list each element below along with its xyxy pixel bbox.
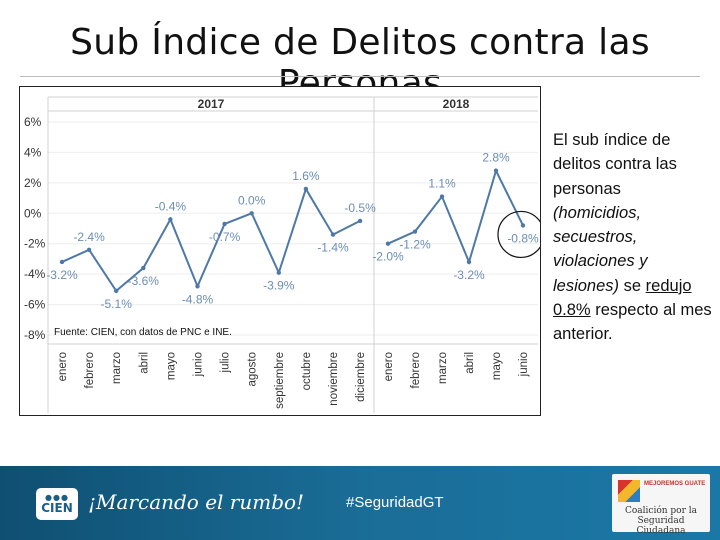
x-tick-label: marzo xyxy=(437,352,449,384)
x-tick-label: enero xyxy=(383,352,395,381)
coalicion-logo: MEJOREMOS GUATE Coalición por la Segurid… xyxy=(612,474,710,536)
data-label: 0.0% xyxy=(238,193,266,207)
x-tick-label: junio xyxy=(518,352,530,377)
footer-bar: ●●● CIEN ¡Marcando el rumbo! #SeguridadG… xyxy=(0,466,720,540)
data-label: 2.8% xyxy=(482,151,510,165)
description-crime-types: (homicidios, secuestros, violaciones y l… xyxy=(553,203,648,295)
data-label: -0.8% xyxy=(507,231,539,245)
y-tick-label: -8% xyxy=(24,328,46,342)
x-tick-label: septiembre xyxy=(274,352,286,409)
x-tick-label: enero xyxy=(57,352,69,381)
data-point xyxy=(357,218,363,224)
data-point xyxy=(466,259,472,265)
x-tick-label: julio xyxy=(220,352,232,373)
description-intro: El sub índice de delitos contra las pers… xyxy=(553,131,677,198)
x-tick-label: mayo xyxy=(491,352,503,380)
footer-hashtag: #SeguridadGT xyxy=(346,494,444,511)
description-connector: se xyxy=(623,276,642,295)
data-point xyxy=(86,247,92,252)
data-point xyxy=(412,229,418,234)
x-tick-label: diciembre xyxy=(355,352,367,402)
data-label: -3.2% xyxy=(46,268,78,282)
slide-title: Sub Índice de Delitos contra las Persona… xyxy=(70,22,650,104)
data-label: 1.1% xyxy=(428,177,456,191)
year-header: 2018 xyxy=(443,97,470,111)
data-point xyxy=(114,288,119,294)
data-label: -0.4% xyxy=(155,199,187,213)
chart-frame: 6% 4% 2% 0% -2% -4% -6% -8% 2017 -3.2% enero -2.4% f… xyxy=(19,86,541,416)
data-label: -0.5% xyxy=(344,201,376,215)
y-tick-label: 0% xyxy=(24,206,42,220)
footer-slogan: ¡Marcando el rumbo! xyxy=(88,490,305,514)
y-tick-label: -4% xyxy=(24,267,46,281)
data-point xyxy=(168,217,173,222)
data-label: -1.2% xyxy=(399,238,431,252)
data-label: -3.2% xyxy=(453,268,485,282)
data-label: -4.8% xyxy=(182,292,214,306)
y-tick-label: 4% xyxy=(24,145,42,159)
data-point xyxy=(493,168,499,173)
description-change: redujo 0.8% xyxy=(553,276,692,320)
logo-dots-icon: ●●● xyxy=(45,493,69,502)
data-point xyxy=(330,232,336,237)
data-label: -5.1% xyxy=(101,297,133,311)
data-point xyxy=(141,265,146,271)
data-point xyxy=(520,223,526,228)
x-tick-label: agosto xyxy=(247,352,259,387)
x-tick-label: febrero xyxy=(410,352,422,388)
data-point xyxy=(276,270,281,275)
description-end: respecto al mes anterior. xyxy=(553,301,712,344)
line-chart: 6% 4% 2% 0% -2% -4% -6% -8% 2017 -3.2% enero -2.4% f… xyxy=(24,96,540,413)
data-label: -1.4% xyxy=(317,241,349,255)
cien-logo-text: CIEN xyxy=(41,501,73,515)
series-line xyxy=(61,186,361,293)
partner-name: Coalición por la Seguridad Ciudadana xyxy=(624,506,697,536)
cien-logo: ●●● CIEN xyxy=(36,488,78,520)
source-note: Fuente: CIEN, con datos de PNC e INE. xyxy=(54,327,232,338)
data-point xyxy=(385,241,391,246)
x-tick-label: abril xyxy=(464,352,476,374)
data-point xyxy=(439,194,445,199)
y-tick-label: 6% xyxy=(24,115,42,129)
data-label: -2.4% xyxy=(73,230,105,244)
title-divider xyxy=(20,76,700,77)
year-header: 2017 xyxy=(198,97,225,111)
y-tick-label: -2% xyxy=(24,237,46,251)
data-point xyxy=(59,259,65,265)
x-tick-label: octubre xyxy=(301,352,313,390)
data-label: -2.0% xyxy=(372,250,404,264)
data-point xyxy=(303,186,309,192)
x-tick-label: febrero xyxy=(84,352,96,388)
x-tick-label: marzo xyxy=(111,352,123,384)
y-tick-label: 2% xyxy=(24,176,42,190)
partner-mark-icon xyxy=(618,480,640,502)
data-label: -3.9% xyxy=(263,279,295,293)
partner-small-text: MEJOREMOS GUATE xyxy=(644,481,706,487)
data-point xyxy=(222,221,227,227)
data-label: -3.6% xyxy=(128,274,160,288)
series-line xyxy=(387,167,524,265)
x-tick-label: noviembre xyxy=(328,352,340,406)
data-label: -0.7% xyxy=(209,230,241,244)
data-label: 1.6% xyxy=(292,169,320,183)
data-point xyxy=(249,211,254,216)
highlight-circle xyxy=(497,210,540,259)
x-tick-label: mayo xyxy=(165,352,177,380)
x-tick-label: junio xyxy=(193,352,205,377)
x-tick-label: abril xyxy=(138,352,150,374)
data-point xyxy=(195,284,200,289)
chart-description: El sub índice de delitos contra las pers… xyxy=(553,128,713,347)
y-tick-label: -6% xyxy=(24,298,46,312)
